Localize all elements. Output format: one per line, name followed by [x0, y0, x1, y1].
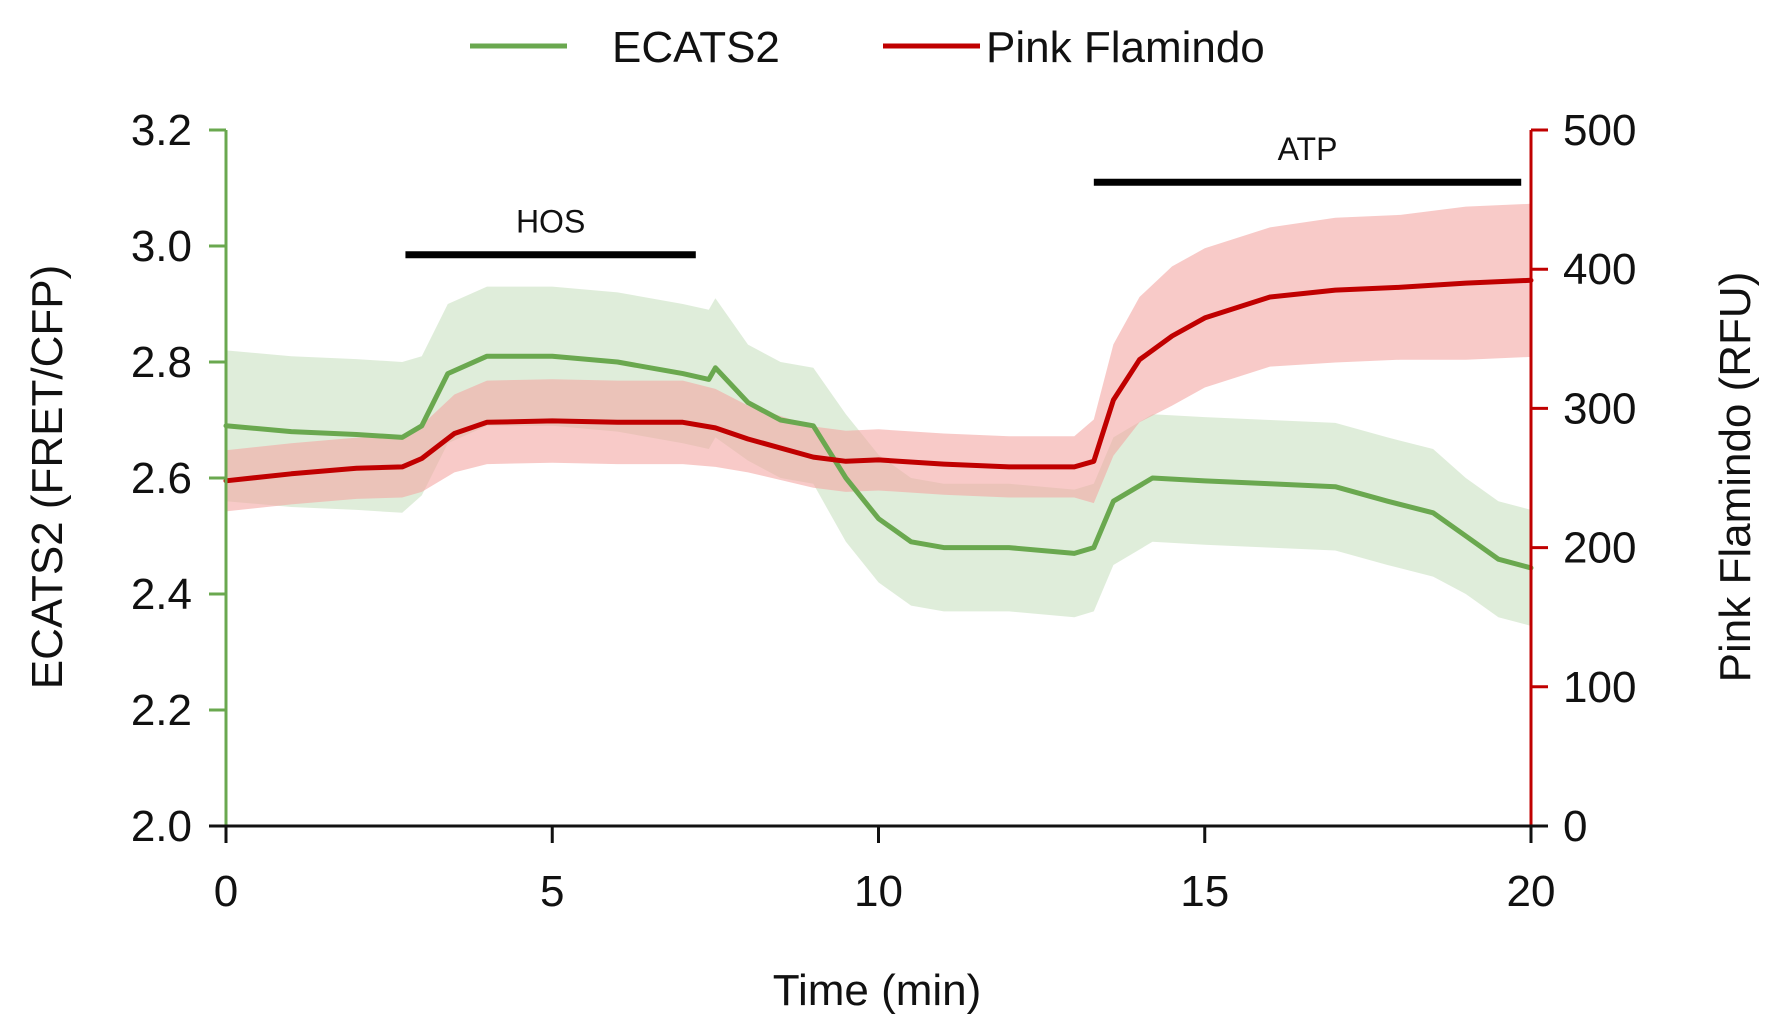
- series-line-ecats2: [223, 353, 1534, 571]
- y-right-tick-label: 100: [1563, 663, 1636, 712]
- y-left-tick-label: 2.4: [131, 570, 192, 619]
- legend: ECATS2 Pink Flamindo: [470, 23, 1265, 72]
- x-tick-label: 20: [1507, 867, 1556, 916]
- hos-treatment-label: HOS: [516, 204, 585, 240]
- y-left-tick-label: 2.8: [131, 338, 192, 387]
- error-band-pink-flamindo: [226, 203, 1531, 512]
- x-tick-label: 15: [1180, 867, 1229, 916]
- y-left-tick-label: 2.2: [131, 686, 192, 735]
- y-left-tick-label: 3.2: [131, 106, 192, 155]
- y-right-tick-label: 400: [1563, 245, 1636, 294]
- series-lines: [223, 277, 1534, 571]
- y-right-tick-label: 500: [1563, 106, 1636, 155]
- error-bands: [226, 203, 1531, 626]
- y-right-tick-label: 200: [1563, 524, 1636, 573]
- series-line-pink-flamindo: [223, 277, 1534, 484]
- x-tick-label: 5: [540, 867, 564, 916]
- axes: 2.0 2.2 2.4 2.6 2.8 3.0 3.2 0 100 200 300 400 500 0 5 1…: [131, 106, 1637, 916]
- annotations: HOS ATP: [405, 131, 1522, 259]
- y-right-tick-label: 300: [1563, 384, 1636, 433]
- y-left-tick-label: 2.6: [131, 454, 192, 503]
- x-tick-label: 10: [854, 867, 903, 916]
- legend-label-pink-flamindo: Pink Flamindo: [986, 23, 1265, 72]
- y-axis-left-title: ECATS2 (FRET/CFP): [23, 265, 72, 690]
- y-right-tick-label: 0: [1563, 802, 1587, 851]
- x-axis-title: Time (min): [773, 966, 982, 1015]
- y-left-tick-label: 2.0: [131, 802, 192, 851]
- y-left-tick-label: 3.0: [131, 222, 192, 271]
- atp-treatment-label: ATP: [1278, 131, 1338, 167]
- y-axis-right-title: Pink Flamindo (RFU): [1711, 272, 1760, 683]
- legend-label-ecats2: ECATS2: [612, 23, 780, 72]
- x-tick-label: 0: [214, 867, 238, 916]
